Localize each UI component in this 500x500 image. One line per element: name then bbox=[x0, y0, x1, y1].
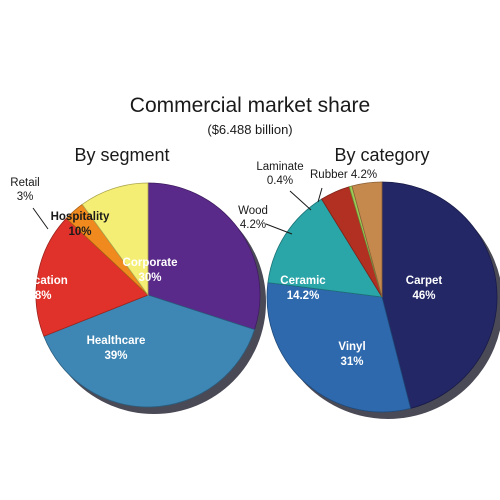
segment-pie: Corporate 30% Healthcare 39% Education 18% Ret… bbox=[10, 177, 266, 414]
slice-corporate bbox=[147, 182, 261, 331]
slice-label-wood: Wood bbox=[238, 205, 268, 217]
slice-label-rubber: Rubber 4.2% bbox=[310, 169, 377, 181]
slice-value-hospitality: 10% bbox=[68, 226, 91, 238]
figure-title: Commercial market share bbox=[130, 94, 370, 117]
slice-hospitality bbox=[81, 182, 149, 297]
figure-subtitle: ($6.488 billion) bbox=[207, 122, 292, 137]
slice-label-vinyl: Vinyl bbox=[338, 341, 365, 353]
slice-label-education: Education bbox=[12, 275, 68, 287]
slice-education bbox=[35, 217, 149, 337]
slice-label-laminate: Laminate bbox=[256, 161, 303, 173]
slice-value-healthcare: 39% bbox=[104, 350, 127, 362]
slice-label-hospitality: Hospitality bbox=[51, 211, 110, 223]
slice-value-laminate: 0.4% bbox=[267, 175, 293, 187]
slice-label-carpet: Carpet bbox=[406, 275, 443, 287]
slice-value-corporate: 30% bbox=[138, 272, 161, 284]
slice-value-carpet: 46% bbox=[412, 290, 435, 302]
slice-value-vinyl: 31% bbox=[340, 356, 363, 368]
slice-value-wood: 4.2% bbox=[240, 219, 266, 231]
leader-line-retail bbox=[32, 207, 49, 230]
slice-label-retail: Retail bbox=[10, 177, 39, 189]
category-chart-title: By category bbox=[334, 145, 429, 165]
leader-line-laminate bbox=[289, 190, 312, 211]
slice-label-corporate: Corporate bbox=[123, 257, 178, 269]
slice-ceramic bbox=[267, 198, 383, 298]
slice-vinyl bbox=[266, 282, 412, 413]
slice-value-education: 18% bbox=[28, 290, 51, 302]
slice-rubber bbox=[351, 181, 383, 298]
slice-value-retail: 3% bbox=[17, 191, 34, 203]
slice-label-ceramic: Ceramic bbox=[280, 275, 326, 287]
slice-healthcare bbox=[43, 294, 256, 408]
category-pie: Carpet 46% Vinyl 31% Ceramic 14.2% Wood 4.2% Lam… bbox=[238, 161, 500, 419]
slice-label-healthcare: Healthcare bbox=[87, 335, 146, 347]
slice-carpet bbox=[381, 181, 498, 409]
slice-value-ceramic: 14.2% bbox=[287, 290, 320, 302]
leader-line-rubber bbox=[317, 187, 323, 203]
leader-line-wood bbox=[265, 223, 293, 235]
segment-chart-title: By segment bbox=[74, 145, 169, 165]
